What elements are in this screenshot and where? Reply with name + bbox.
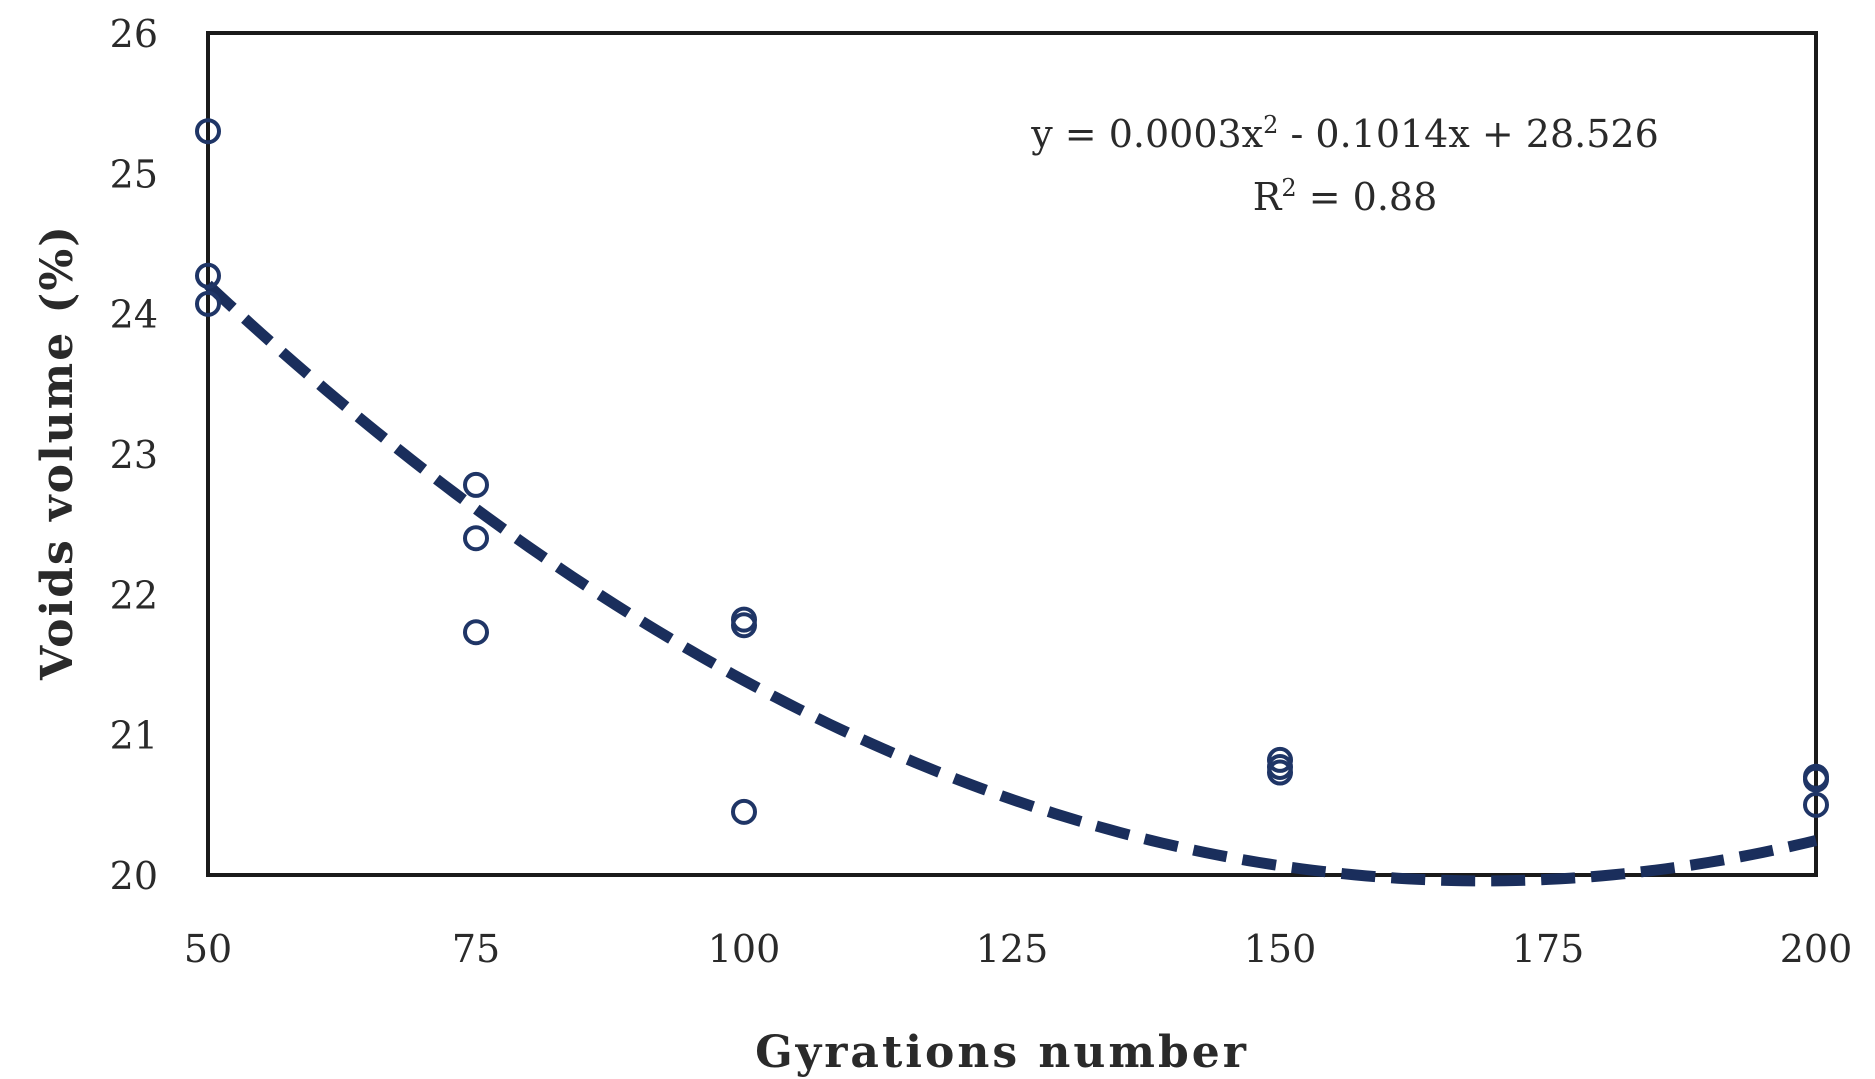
y-tick-label: 21 xyxy=(110,714,158,758)
data-points xyxy=(195,118,1829,825)
data-point xyxy=(463,619,489,646)
x-tick-label: 175 xyxy=(1512,927,1585,971)
data-point xyxy=(195,262,221,289)
y-axis-title: Voids volume (%) xyxy=(32,224,83,681)
data-point xyxy=(195,118,221,145)
data-point xyxy=(1267,746,1293,773)
x-tick-label: 150 xyxy=(1244,927,1317,971)
x-tick-label: 200 xyxy=(1780,927,1853,971)
data-point xyxy=(731,612,757,639)
plot-frame xyxy=(206,31,1818,877)
x-tick-labels: 50 75 100 125 150 175 200 xyxy=(184,927,1852,971)
x-tick-label: 75 xyxy=(452,927,500,971)
y-tick-label: 23 xyxy=(110,433,158,477)
r2-suffix: = 0.88 xyxy=(1297,175,1438,219)
y-tick-labels: 20 21 22 23 24 25 26 xyxy=(110,12,158,898)
r2-prefix: R xyxy=(1253,175,1283,219)
equation-prefix: y = 0.0003x xyxy=(1030,112,1263,156)
r2-exponent: 2 xyxy=(1281,174,1296,202)
data-point xyxy=(1803,791,1829,818)
y-tick-label: 24 xyxy=(110,293,158,337)
y-tick-label: 25 xyxy=(110,152,158,196)
data-point xyxy=(463,525,489,552)
data-point xyxy=(195,290,221,317)
data-point xyxy=(1803,766,1829,793)
x-tick-label: 100 xyxy=(708,927,781,971)
trendline xyxy=(204,280,1818,887)
trendline-equation: y = 0.0003x2 - 0.1014x + 28.526 xyxy=(1030,111,1659,156)
y-tick-label: 26 xyxy=(110,12,158,56)
data-point xyxy=(1267,759,1293,786)
x-tick-label: 50 xyxy=(184,927,232,971)
y-tick-label: 20 xyxy=(110,854,158,898)
x-axis-title: Gyrations number xyxy=(755,1027,1249,1078)
equation-exponent: 2 xyxy=(1263,111,1278,139)
y-tick-label: 22 xyxy=(110,573,158,617)
data-point xyxy=(731,798,757,825)
r-squared: R2 = 0.88 xyxy=(1253,174,1438,219)
equation-suffix: - 0.1014x + 28.526 xyxy=(1278,112,1658,156)
x-tick-label: 125 xyxy=(976,927,1049,971)
data-point xyxy=(463,471,489,498)
